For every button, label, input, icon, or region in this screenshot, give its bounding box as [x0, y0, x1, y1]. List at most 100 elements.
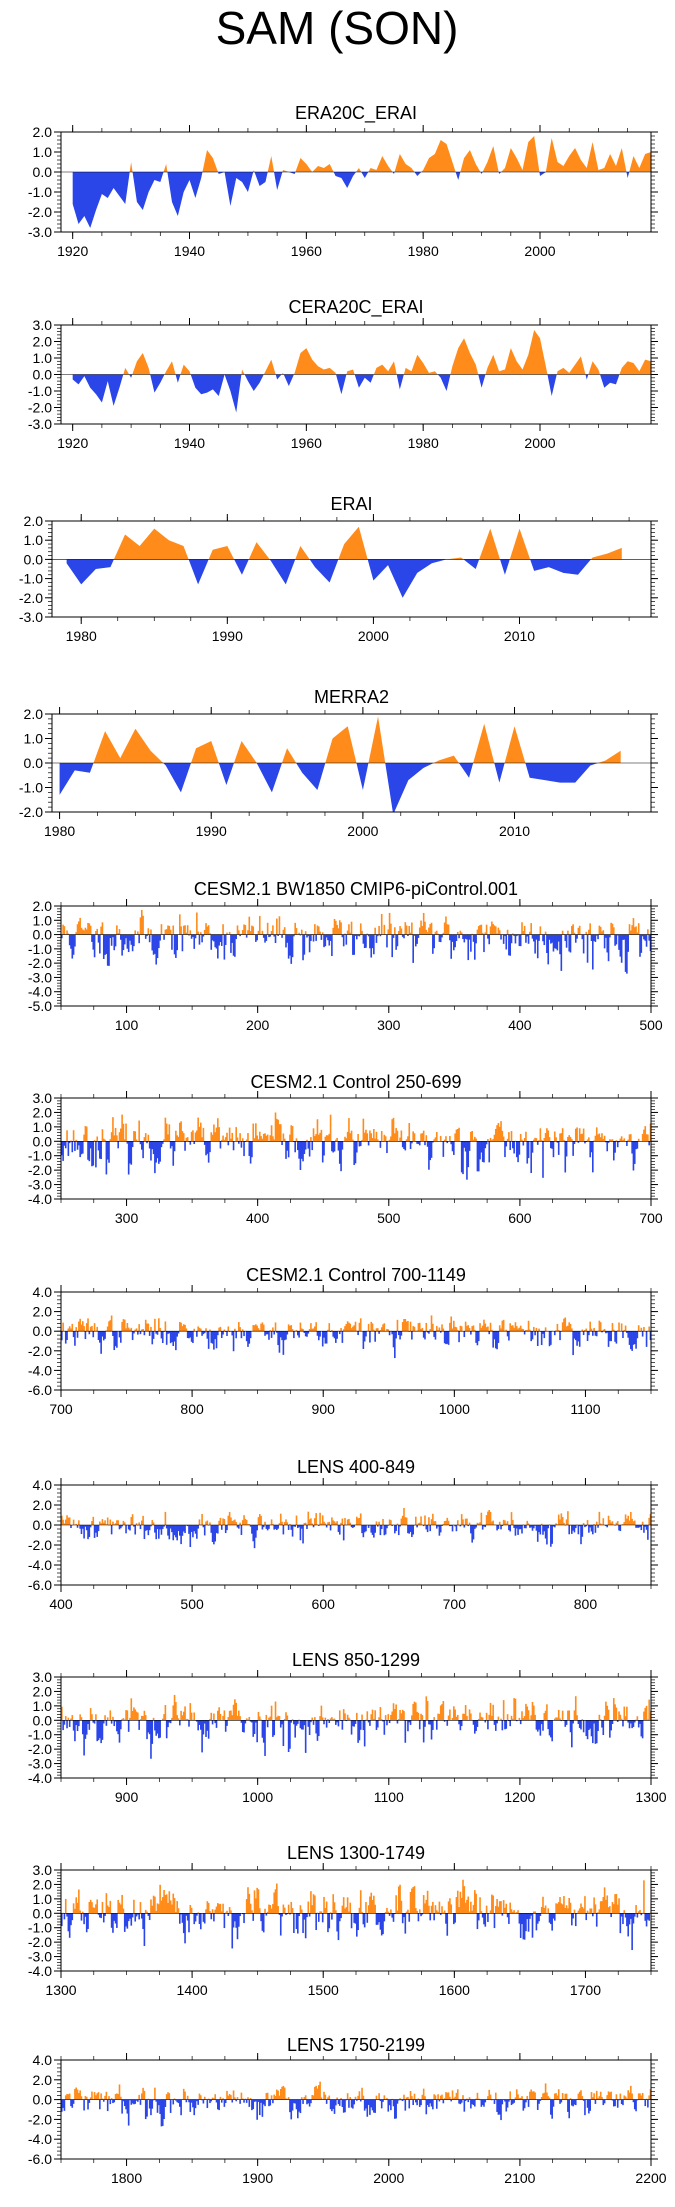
positive-bar: [74, 2088, 76, 2100]
negative-bar: [203, 1525, 206, 1536]
positive-bar: [519, 1325, 522, 1332]
positive-bar: [504, 1520, 506, 1525]
positive-bar: [167, 925, 169, 935]
negative-bar: [412, 934, 414, 963]
positive-bar: [181, 1131, 184, 1142]
y-tick-label: -1.0: [28, 1148, 52, 1164]
positive-bar: [413, 1701, 416, 1721]
negative-bar: [356, 1913, 358, 1937]
negative-bar: [353, 934, 355, 955]
positive-bar: [477, 926, 480, 935]
positive-bar: [639, 2093, 641, 2100]
positive-bar: [497, 1906, 500, 1914]
positive-bar: [510, 1512, 513, 1525]
negative-bar: [331, 934, 333, 957]
positive-bar: [447, 924, 450, 935]
positive-bar: [83, 1134, 85, 1142]
y-tick-label: 0.0: [33, 1905, 53, 1921]
x-tick-label: 1700: [570, 1982, 601, 1998]
positive-bar: [447, 1901, 450, 1914]
positive-bar: [425, 929, 428, 935]
negative-bar: [365, 2099, 367, 2109]
negative-bar: [110, 1525, 113, 1535]
negative-bar: [281, 1720, 283, 1725]
negative-bar: [252, 1913, 255, 1921]
positive-bar: [218, 1127, 220, 1142]
y-tick-label: -4.0: [28, 984, 52, 1000]
negative-bar: [169, 1720, 172, 1724]
negative-bar: [150, 2099, 152, 2116]
positive-bar: [644, 1707, 647, 1721]
positive-bar: [574, 1128, 577, 1142]
negative-bar: [92, 934, 95, 950]
positive-bar: [99, 1521, 101, 1525]
positive-bar: [475, 1893, 477, 1914]
negative-bar: [139, 1331, 142, 1335]
positive-bar: [167, 1134, 169, 1142]
positive-bar: [565, 2093, 568, 2100]
positive-bar: [228, 1511, 231, 1525]
positive-bar: [295, 928, 298, 935]
negative-bar: [202, 934, 205, 937]
positive-bar: [228, 931, 231, 935]
negative-bar: [300, 1141, 303, 1159]
positive-bar: [369, 1896, 371, 1914]
positive-bar: [87, 1318, 89, 1332]
negative-bar: [362, 1331, 365, 1349]
positive-bar: [102, 1522, 105, 1525]
positive-bar: [282, 2085, 285, 2100]
positive-bar: [283, 2087, 286, 2100]
positive-bar: [433, 2094, 435, 2100]
negative-bar: [565, 1720, 568, 1725]
negative-bar: [504, 1141, 506, 1158]
negative-bar: [113, 934, 116, 951]
positive-bar: [561, 2092, 564, 2100]
positive-bar: [480, 1327, 483, 1332]
negative-bar: [371, 1525, 374, 1535]
negative-bar: [160, 1525, 163, 1535]
negative-bar: [556, 934, 559, 951]
negative-bar: [358, 1141, 361, 1147]
negative-bar: [594, 1331, 597, 1336]
negative-bar: [293, 1525, 295, 1527]
positive-bar: [512, 1911, 514, 1914]
negative-bar: [328, 934, 331, 946]
negative-bar: [367, 1141, 370, 1146]
negative-bar: [236, 1913, 239, 1940]
negative-bar: [476, 1913, 479, 1930]
positive-bar: [307, 1511, 310, 1525]
negative-bar: [133, 1331, 135, 1334]
positive-bar: [336, 1137, 338, 1142]
positive-bar: [232, 2090, 235, 2100]
positive-bar: [543, 2092, 546, 2100]
negative-bar: [262, 1913, 265, 1933]
positive-bar: [325, 1901, 328, 1914]
negative-bar: [618, 1525, 620, 1531]
positive-bar: [186, 2095, 189, 2100]
negative-bar: [395, 1331, 397, 1339]
positive-bar: [649, 2089, 651, 2100]
negative-bar: [337, 2099, 340, 2105]
positive-bar: [289, 1523, 291, 1525]
negative-bar: [445, 1331, 447, 1345]
negative-bar: [158, 1141, 160, 1164]
negative-bar: [171, 934, 173, 950]
positive-bar: [186, 1718, 189, 1721]
negative-bar: [130, 1141, 133, 1165]
positive-bar: [487, 2096, 489, 2100]
negative-bar: [123, 1913, 126, 1932]
positive-bar: [544, 1905, 547, 1914]
negative-bar: [306, 1525, 308, 1529]
negative-bar: [519, 1525, 522, 1530]
negative-bar: [578, 1720, 581, 1728]
negative-bar: [506, 1913, 509, 1918]
positive-bar: [247, 2097, 249, 2100]
positive-bar: [505, 1523, 508, 1525]
negative-bar: [363, 1913, 366, 1928]
negative-bar: [308, 1913, 311, 1917]
positive-bar: [421, 2094, 424, 2100]
positive-bar: [333, 1521, 336, 1525]
positive-bar: [182, 1711, 185, 1721]
positive-bar: [637, 1911, 640, 1914]
